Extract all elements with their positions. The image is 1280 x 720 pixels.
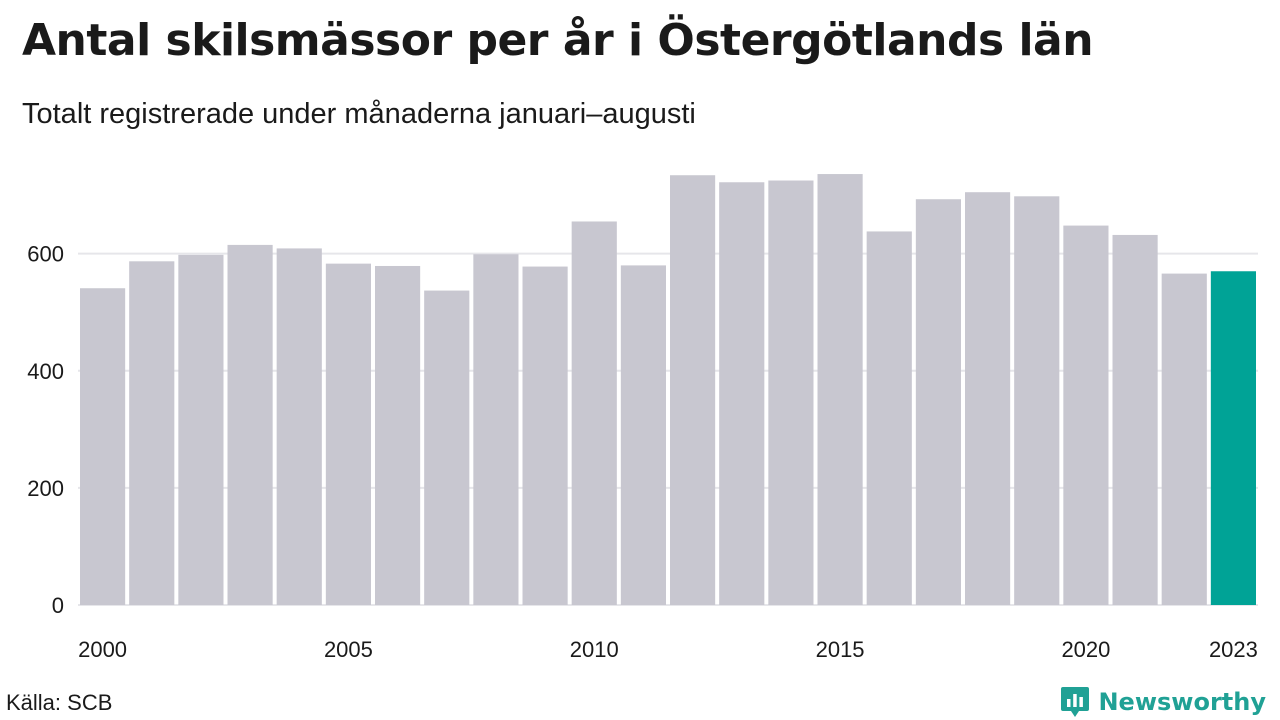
x-tick-label-2010: 2010 [570,637,619,662]
chart-title: Antal skilsmässor per år i Östergötlands… [22,15,1094,66]
bar-2003 [227,244,273,606]
bar-2011 [620,265,666,605]
bar-2010 [571,221,617,605]
bar-2020 [1063,225,1109,605]
y-axis-tick-labels: 0 200 400 600 [27,242,64,618]
x-tick-label-2020: 2020 [1061,637,1110,662]
y-tick-label-0: 0 [52,593,64,618]
bar-2004 [276,248,322,605]
bar-2001 [129,261,175,605]
grid-lines [78,252,1258,606]
newsworthy-logo-icon [1061,687,1090,717]
bar-2012 [670,175,716,605]
x-tick-label-2005: 2005 [324,637,373,662]
bar-2022 [1161,273,1207,605]
bar-2002 [178,254,224,605]
x-tick-label-2023: 2023 [1209,637,1258,662]
bars [80,174,1256,606]
source-note: Källa: SCB [6,690,113,715]
x-tick-label-2000: 2000 [78,637,127,662]
bar-2018 [965,192,1011,605]
bar-2006 [375,265,421,605]
bar-2009 [522,266,568,605]
bar-chart: 0 200 400 600 2000 2005 2010 2015 2020 2023 [27,174,1258,662]
bar-2019 [1014,196,1060,606]
y-tick-label-400: 400 [27,359,64,384]
bar-2000 [80,288,126,605]
bar-2021 [1112,234,1158,605]
bar-2008 [473,254,519,606]
y-tick-label-200: 200 [27,476,64,501]
chart-subtitle: Totalt registrerade under månaderna janu… [22,98,696,130]
bar-2016 [866,231,912,605]
bar-2013 [719,182,765,605]
bar-2005 [325,263,371,605]
brand-logo: Newsworthy [1060,684,1266,720]
bar-2023 [1210,271,1256,605]
x-axis-tick-labels: 2000 2005 2010 2015 2020 2023 [78,637,1258,662]
x-tick-label-2015: 2015 [816,637,865,662]
brand-name: Newsworthy [1098,688,1266,716]
bar-2007 [424,290,470,605]
bar-2015 [817,174,863,606]
y-tick-label-600: 600 [27,242,64,267]
bar-2014 [768,180,814,606]
bar-2017 [915,199,961,605]
